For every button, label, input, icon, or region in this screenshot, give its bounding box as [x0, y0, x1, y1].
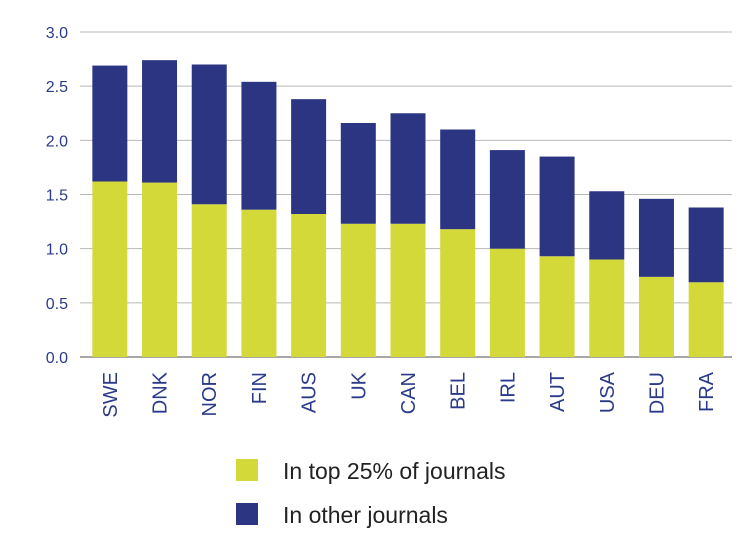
x-tick-label-aut: AUT	[547, 372, 569, 412]
y-tick-label: 2.5	[46, 79, 68, 96]
bar-fin-other-journals	[241, 81, 277, 210]
bar-aus-top-journals	[291, 214, 327, 357]
bar-swe-other-journals	[92, 65, 128, 182]
x-tick-label-uk: UK	[348, 371, 370, 399]
bar-aut-other-journals	[539, 156, 575, 257]
bar-bel-top-journals	[440, 229, 476, 357]
x-tick-label-deu: DEU	[646, 372, 668, 414]
bar-dnk-top-journals	[142, 182, 178, 357]
bars	[92, 60, 724, 357]
bar-deu-top-journals	[638, 276, 674, 357]
bar-nor-other-journals	[191, 64, 227, 205]
bar-uk-top-journals	[340, 223, 376, 357]
y-tick-label: 1.0	[46, 242, 68, 259]
x-tick-label-fra: FRA	[696, 371, 718, 412]
x-axis-category-labels: SWE DNK NOR FIN AUS UK CAN BEL IRL AUT USA DEU FRA	[100, 371, 718, 417]
bar-aus-other-journals	[291, 99, 327, 214]
bar-dnk-other-journals	[142, 60, 178, 183]
bar-usa-other-journals	[589, 191, 625, 260]
x-tick-label-swe: SWE	[100, 372, 122, 418]
y-tick-label: 0.0	[46, 350, 68, 367]
legend: In top 25% of journals In other journals	[236, 458, 505, 528]
bar-can-other-journals	[390, 113, 426, 224]
y-tick-label: 2.0	[46, 133, 68, 150]
bar-fra-other-journals	[688, 207, 724, 283]
legend-label-other-journals: In other journals	[283, 502, 448, 528]
y-tick-label: 1.5	[46, 188, 68, 205]
legend-swatch-other-journals	[236, 503, 258, 525]
y-axis-tick-labels: 0.0 0.5 1.0 1.5 2.0 2.5 3.0	[46, 25, 68, 367]
bar-irl-other-journals	[489, 150, 525, 249]
x-tick-label-dnk: DNK	[150, 371, 172, 414]
bar-aut-top-journals	[539, 256, 575, 357]
bar-usa-top-journals	[589, 259, 625, 357]
x-tick-label-usa: USA	[597, 371, 619, 413]
bar-fin-top-journals	[241, 209, 277, 357]
bar-fra-top-journals	[688, 282, 724, 357]
x-tick-label-bel: BEL	[448, 372, 470, 410]
x-tick-label-fin: FIN	[249, 372, 271, 404]
bar-irl-top-journals	[489, 248, 525, 357]
x-tick-label-can: CAN	[398, 372, 420, 414]
bar-swe-top-journals	[92, 181, 128, 357]
bar-nor-top-journals	[191, 204, 227, 357]
x-tick-label-nor: NOR	[199, 372, 221, 416]
x-tick-label-irl: IRL	[497, 372, 519, 403]
y-tick-label: 3.0	[46, 25, 68, 42]
bar-uk-other-journals	[340, 123, 376, 224]
bar-bel-other-journals	[440, 129, 476, 230]
x-tick-label-aus: AUS	[299, 372, 321, 413]
bar-deu-other-journals	[638, 198, 674, 277]
bar-can-top-journals	[390, 223, 426, 357]
y-tick-label: 0.5	[46, 296, 68, 313]
legend-label-top-journals: In top 25% of journals	[283, 458, 505, 484]
legend-swatch-top-journals	[236, 459, 258, 481]
